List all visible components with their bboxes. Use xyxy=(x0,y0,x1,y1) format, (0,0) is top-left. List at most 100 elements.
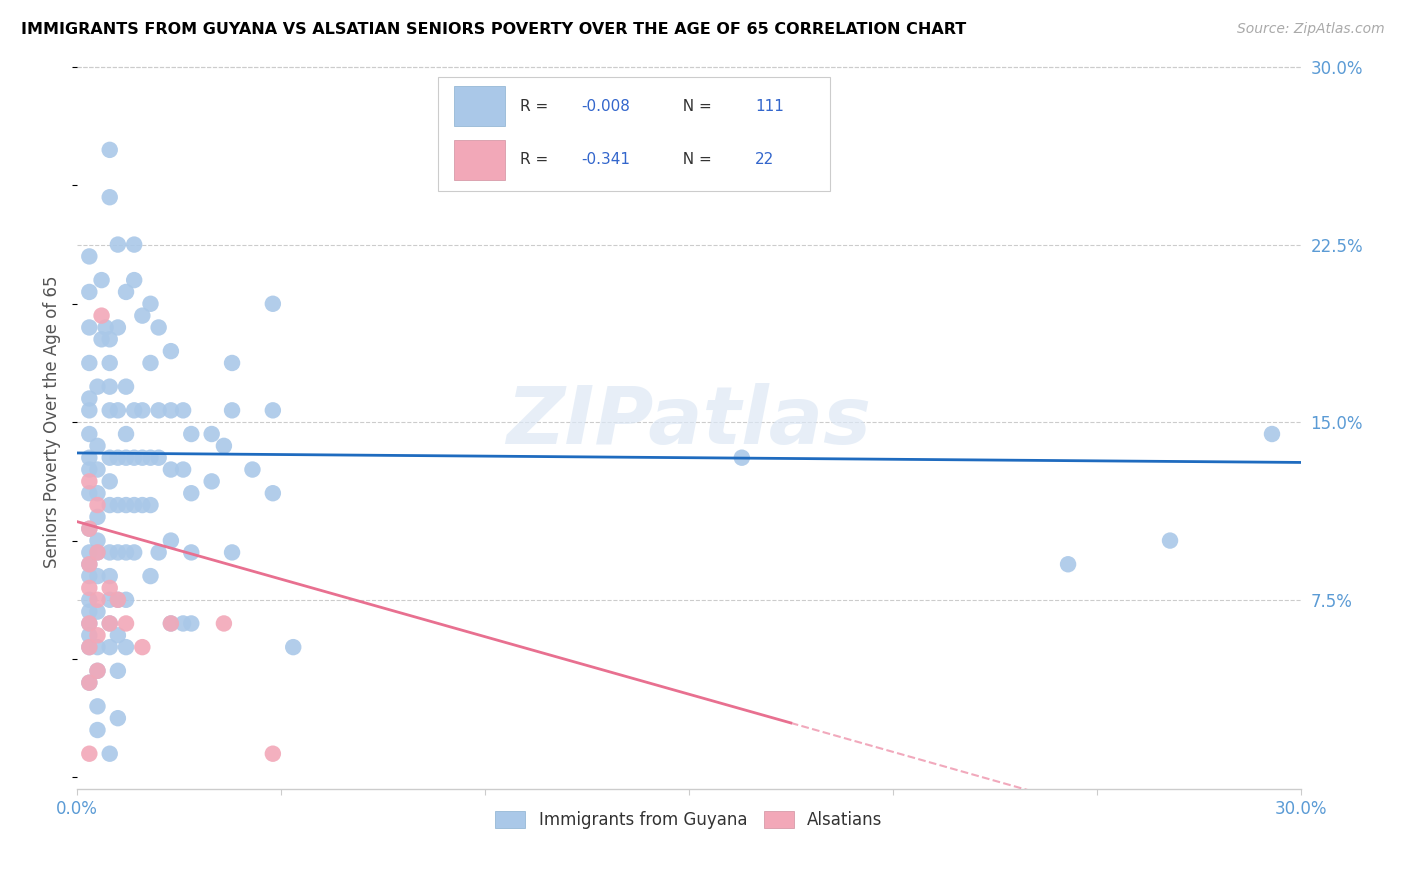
Point xyxy=(86,439,108,453)
Point xyxy=(115,379,138,393)
Point xyxy=(86,699,108,714)
Point xyxy=(79,320,101,334)
Point xyxy=(731,450,754,465)
Point xyxy=(79,558,101,572)
Point xyxy=(107,628,129,642)
Point xyxy=(131,403,153,417)
Point xyxy=(180,486,202,500)
Point xyxy=(107,450,129,465)
Point xyxy=(160,616,183,631)
Point xyxy=(115,285,138,299)
Point xyxy=(122,403,145,417)
Point xyxy=(115,498,138,512)
Point xyxy=(79,592,101,607)
Point xyxy=(131,309,153,323)
Point xyxy=(79,605,101,619)
Point xyxy=(180,616,202,631)
Point xyxy=(98,747,121,761)
Point xyxy=(90,332,112,346)
Point xyxy=(79,545,101,559)
Point xyxy=(79,628,101,642)
Point xyxy=(79,522,101,536)
Point xyxy=(180,427,202,442)
Point xyxy=(1057,558,1080,572)
Text: IMMIGRANTS FROM GUYANA VS ALSATIAN SENIORS POVERTY OVER THE AGE OF 65 CORRELATIO: IMMIGRANTS FROM GUYANA VS ALSATIAN SENIO… xyxy=(21,22,966,37)
Point xyxy=(86,605,108,619)
Point xyxy=(139,569,162,583)
Point xyxy=(79,403,101,417)
Point xyxy=(160,344,183,359)
Point xyxy=(94,320,117,334)
Point xyxy=(79,356,101,370)
Point xyxy=(139,498,162,512)
Point xyxy=(107,664,129,678)
Point xyxy=(115,592,138,607)
Point xyxy=(172,462,194,476)
Point xyxy=(79,486,101,500)
Point xyxy=(107,403,129,417)
Point xyxy=(90,309,112,323)
Point xyxy=(139,450,162,465)
Point xyxy=(79,675,101,690)
Point xyxy=(79,581,101,595)
Point xyxy=(98,475,121,489)
Point xyxy=(221,403,243,417)
Point xyxy=(1261,427,1284,442)
Text: Source: ZipAtlas.com: Source: ZipAtlas.com xyxy=(1237,22,1385,37)
Point xyxy=(201,427,224,442)
Point xyxy=(86,628,108,642)
Point xyxy=(115,545,138,559)
Point xyxy=(79,249,101,263)
Point xyxy=(86,592,108,607)
Point xyxy=(79,462,101,476)
Point xyxy=(98,592,121,607)
Point xyxy=(122,450,145,465)
Point xyxy=(98,143,121,157)
Point xyxy=(98,190,121,204)
Point xyxy=(107,237,129,252)
Point xyxy=(86,545,108,559)
Point xyxy=(160,462,183,476)
Point xyxy=(79,747,101,761)
Point xyxy=(122,545,145,559)
Point xyxy=(86,723,108,737)
Point xyxy=(115,640,138,654)
Point xyxy=(86,379,108,393)
Point xyxy=(79,522,101,536)
Point xyxy=(98,640,121,654)
Point xyxy=(107,711,129,725)
Point xyxy=(79,285,101,299)
Point xyxy=(172,616,194,631)
Point xyxy=(98,332,121,346)
Point xyxy=(79,640,101,654)
Point xyxy=(131,498,153,512)
Point xyxy=(86,498,108,512)
Point xyxy=(107,592,129,607)
Point xyxy=(86,664,108,678)
Point xyxy=(79,475,101,489)
Point xyxy=(139,297,162,311)
Point xyxy=(221,545,243,559)
Y-axis label: Seniors Poverty Over the Age of 65: Seniors Poverty Over the Age of 65 xyxy=(44,276,60,568)
Point xyxy=(139,356,162,370)
Point xyxy=(148,403,170,417)
Point xyxy=(262,486,284,500)
Point xyxy=(221,356,243,370)
Point xyxy=(212,616,235,631)
Point xyxy=(86,664,108,678)
Point xyxy=(262,747,284,761)
Point xyxy=(131,450,153,465)
Point xyxy=(283,640,305,654)
Point xyxy=(115,616,138,631)
Point xyxy=(86,486,108,500)
Point xyxy=(98,356,121,370)
Point xyxy=(122,273,145,287)
Point xyxy=(79,675,101,690)
Point xyxy=(98,616,121,631)
Point xyxy=(86,533,108,548)
Point xyxy=(148,320,170,334)
Point xyxy=(98,450,121,465)
Point xyxy=(98,498,121,512)
Point xyxy=(79,569,101,583)
Point xyxy=(131,640,153,654)
